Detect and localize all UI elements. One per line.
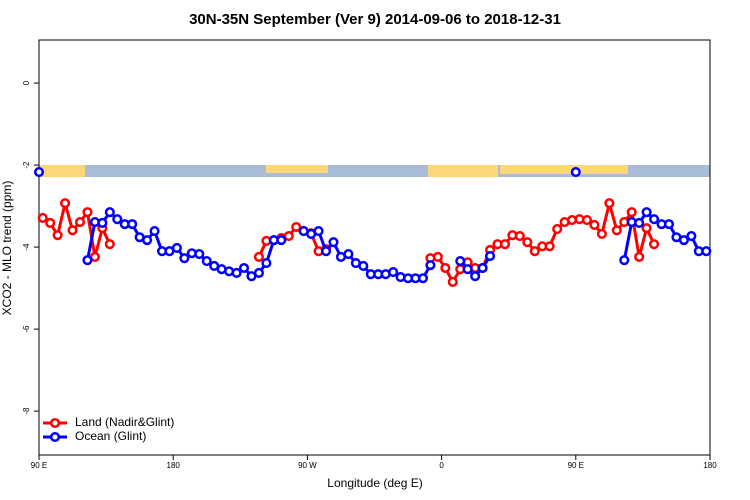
data-point: [417, 273, 429, 284]
legend-marker: [49, 417, 61, 429]
data-point: [104, 207, 115, 218]
legend-label: Ocean (Glint): [75, 429, 146, 443]
data-point: [544, 241, 555, 252]
data-point: [649, 214, 660, 225]
land-patch: [39, 165, 85, 177]
legend-marker: [49, 431, 61, 443]
y-tick-label: -2: [22, 161, 31, 169]
data-point: [276, 235, 287, 246]
y-tick-label: 0: [22, 80, 31, 85]
data-point: [596, 228, 607, 240]
data-point: [440, 262, 451, 274]
data-point: [82, 255, 93, 266]
data-point: [626, 207, 637, 218]
data-point: [74, 217, 86, 228]
legend-label: Land (Nadir&Glint): [75, 415, 174, 429]
data-point: [641, 207, 652, 218]
data-point: [261, 258, 272, 269]
data-point: [149, 226, 160, 237]
y-tick-label: -8: [22, 407, 31, 415]
data-point: [52, 230, 63, 241]
x-tick-label: 90 E: [31, 461, 47, 470]
x-tick-label: 180: [167, 461, 181, 470]
data-point: [701, 246, 712, 257]
data-point: [328, 237, 339, 248]
data-point: [589, 219, 600, 230]
data-point: [142, 235, 153, 246]
data-point: [253, 251, 264, 262]
data-point: [127, 219, 138, 230]
data-point: [522, 237, 533, 248]
data-point: [455, 255, 466, 267]
y-tick-label: -4: [22, 243, 31, 251]
y-tick-label: -6: [22, 325, 31, 333]
data-point: [462, 264, 473, 275]
data-point: [201, 255, 212, 267]
data-point: [581, 214, 593, 226]
data-point: [291, 221, 302, 233]
data-point: [634, 251, 645, 262]
data-point: [447, 276, 458, 287]
data-point: [570, 166, 581, 178]
x-tick-label: 90 W: [298, 461, 317, 470]
data-point: [60, 198, 71, 209]
data-point: [485, 251, 496, 262]
x-axis-label: Longitude (deg E): [327, 476, 422, 490]
land-patch: [500, 165, 628, 174]
data-point: [678, 235, 689, 246]
data-point: [37, 212, 48, 224]
data-point: [425, 260, 436, 271]
data-point: [552, 223, 563, 235]
legend: Land (Nadir&Glint)Ocean (Glint): [43, 415, 174, 443]
x-tick-label: 90 E: [568, 461, 584, 470]
data-point: [477, 262, 488, 274]
data-point: [313, 226, 324, 237]
data-point: [470, 271, 481, 282]
data-point: [343, 249, 354, 260]
data-point: [358, 260, 369, 272]
land-mask-strip: [39, 165, 710, 177]
data-point: [320, 246, 332, 257]
data-point: [432, 251, 443, 262]
data-point: [112, 214, 123, 225]
data-point: [238, 262, 250, 274]
land-patch: [266, 165, 328, 173]
data-point: [179, 253, 190, 264]
data-point: [499, 239, 511, 250]
data-point: [611, 225, 622, 236]
data-point: [604, 198, 615, 209]
data-point: [634, 217, 645, 228]
y-axis-label: XCO2 - MLO trend (ppm): [0, 181, 14, 316]
data-point: [529, 246, 540, 257]
data-point: [231, 267, 242, 278]
data-point: [619, 255, 630, 266]
data-point: [253, 267, 264, 278]
data-point: [663, 219, 675, 230]
data-point: [649, 239, 660, 250]
x-tick-label: 0: [439, 461, 444, 470]
data-point: [97, 217, 108, 228]
data-point: [67, 225, 78, 236]
data-point: [388, 267, 399, 278]
data-point: [45, 217, 56, 228]
data-point: [33, 166, 45, 178]
x-tick-label: 180: [703, 461, 717, 470]
chart-title: 30N-35N September (Ver 9) 2014-09-06 to …: [189, 11, 561, 28]
data-point: [514, 230, 525, 242]
data-point: [641, 223, 652, 234]
data-point: [82, 207, 93, 218]
data-point: [194, 249, 205, 260]
land-patch: [428, 165, 498, 177]
data-point: [283, 230, 294, 242]
data-point: [104, 239, 115, 250]
data-point: [686, 230, 697, 242]
data-point: [171, 242, 182, 253]
